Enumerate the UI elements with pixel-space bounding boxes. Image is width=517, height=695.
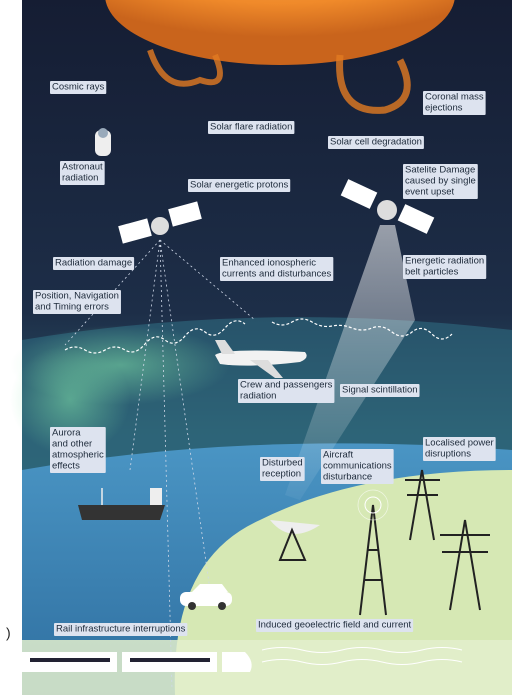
label-text: Solar energetic protons bbox=[190, 179, 288, 190]
label-text: Radiation damage bbox=[55, 257, 132, 268]
label-text: reception bbox=[262, 468, 301, 479]
label-text: communications bbox=[323, 460, 392, 471]
label-text: effects bbox=[52, 460, 80, 471]
label-text: radiation bbox=[240, 390, 276, 401]
label-text: disruptions bbox=[425, 448, 471, 459]
label: Solar flare radiation bbox=[208, 121, 294, 134]
label-text: ejections bbox=[425, 102, 463, 113]
label-text: Solar flare radiation bbox=[210, 121, 292, 132]
label-text: and Timing errors bbox=[35, 301, 109, 312]
label-text: Solar cell degradation bbox=[330, 136, 422, 147]
label: Solar cell degradation bbox=[328, 136, 424, 149]
astronaut bbox=[95, 128, 111, 156]
space-weather-infographic: Cosmic rays Solar flare radiation Coronal … bbox=[0, 0, 517, 695]
label-text: Energetic radiation bbox=[405, 255, 484, 266]
label-text: Satelite Damage bbox=[405, 164, 475, 175]
label-text: Rail infrastructure interruptions bbox=[56, 623, 186, 634]
label-text: belt particles bbox=[405, 266, 459, 277]
label-text: Induced geoelectric field and current bbox=[258, 619, 412, 630]
label: Solar energetic protons bbox=[188, 179, 290, 192]
label-text: ) bbox=[6, 624, 11, 640]
label-text: Enhanced ionospheric bbox=[222, 257, 316, 268]
label-text: Astronaut bbox=[62, 161, 103, 172]
label-text: atmospheric bbox=[52, 449, 104, 460]
label-text: radiation bbox=[62, 172, 98, 183]
label-text: currents and disturbances bbox=[222, 268, 332, 279]
label-text: Aircraft bbox=[323, 449, 353, 460]
label-text: Coronal mass bbox=[425, 91, 484, 102]
label-text: disturbance bbox=[323, 471, 372, 482]
label-text: Aurora bbox=[52, 427, 81, 438]
label-text: and other bbox=[52, 438, 92, 449]
label: Cosmic rays bbox=[50, 81, 106, 94]
label: ) bbox=[6, 624, 11, 640]
label-text: Cosmic rays bbox=[52, 81, 105, 92]
label-text: Disturbed bbox=[262, 457, 303, 468]
label: Rail infrastructure interruptions bbox=[54, 623, 187, 636]
label-text: caused by single bbox=[405, 175, 476, 186]
label-text: Localised power bbox=[425, 437, 494, 448]
label-text: Position, Navigation bbox=[35, 290, 119, 301]
label-text: Crew and passengers bbox=[240, 379, 333, 390]
label: Induced geoelectric field and current bbox=[256, 619, 413, 632]
label-text: event upset bbox=[405, 186, 454, 197]
label-text: Signal scintillation bbox=[342, 384, 418, 395]
label: Signal scintillation bbox=[340, 384, 420, 397]
label: Radiation damage bbox=[53, 257, 134, 270]
